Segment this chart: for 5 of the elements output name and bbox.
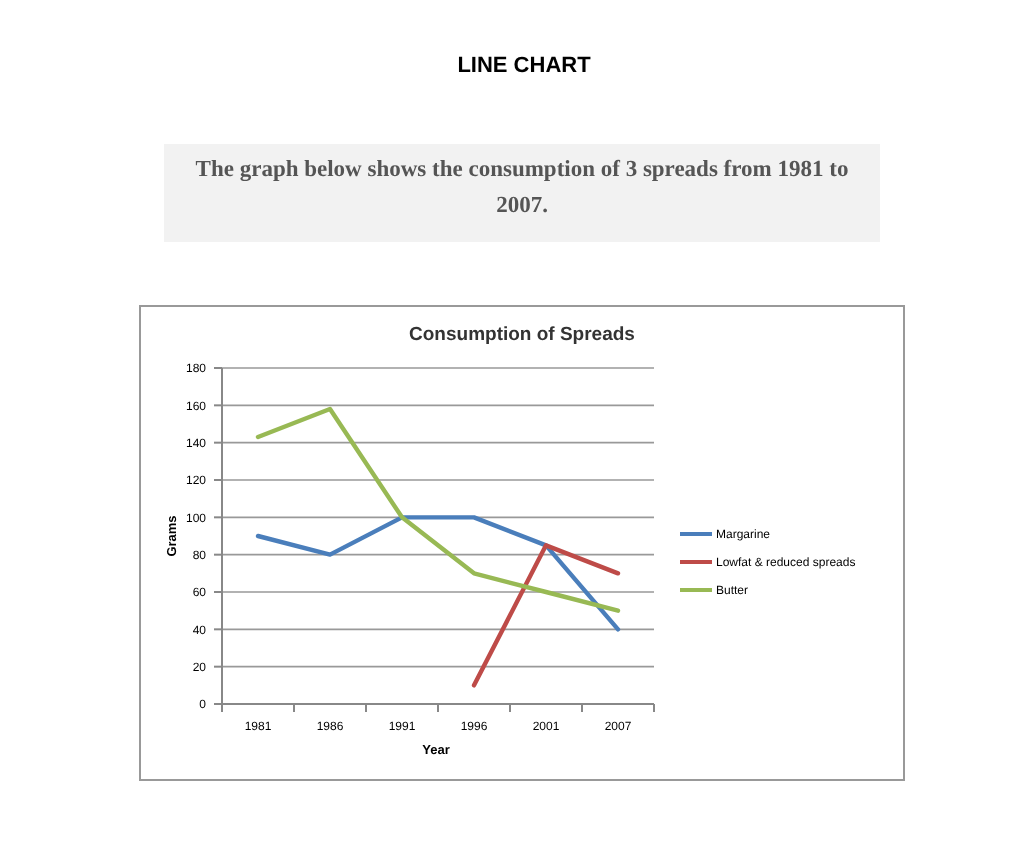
line-series bbox=[255, 406, 621, 613]
chart-title: Consumption of Spreads bbox=[409, 324, 635, 346]
text: The graph below shows the consumption of 3 spreads from 1981 to 2007. bbox=[193, 156, 851, 222]
line-series bbox=[255, 515, 621, 632]
text: LINE CHART bbox=[457, 54, 592, 78]
